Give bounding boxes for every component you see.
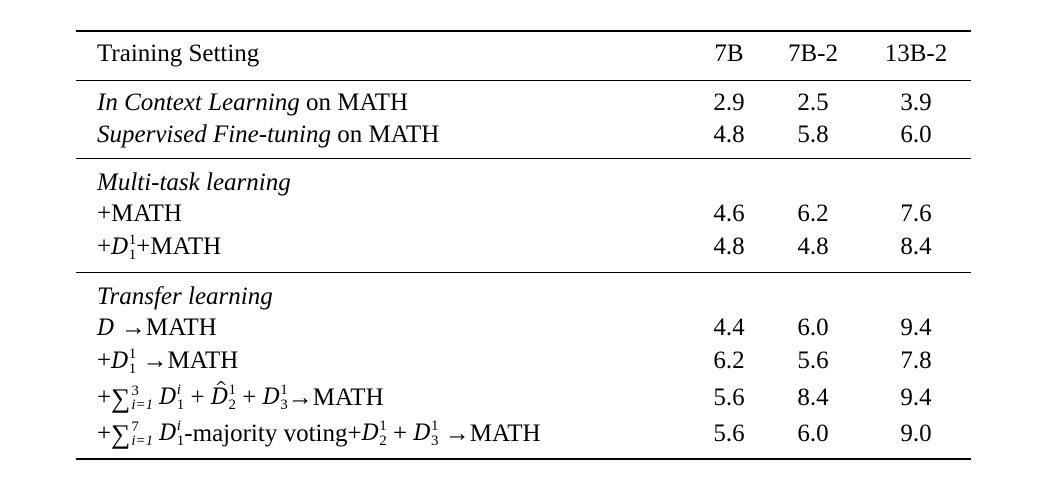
header-training-setting: Training Setting bbox=[97, 40, 260, 67]
row-mtl-d-math-13b-2: 8.4 bbox=[900, 233, 932, 260]
row-tl-sum3-7b: 5.6 bbox=[713, 384, 745, 411]
row-icl-label: In Context Learning on MATH bbox=[97, 89, 409, 116]
row-mtl-math-7b-2: 6.2 bbox=[797, 200, 829, 227]
row-tl-d-math-13b-2: 9.4 bbox=[900, 314, 932, 341]
row-mtl-d-math-7b-2: 4.8 bbox=[797, 233, 829, 260]
sum-symbol: ∑ bbox=[111, 383, 131, 413]
header-7b-2: 7B-2 bbox=[788, 40, 838, 67]
row-mtl-d-math-7b: 4.8 bbox=[713, 233, 745, 260]
row-tl-sum7-13b-2: 9.0 bbox=[900, 420, 932, 447]
row-tl-d-math-label: D →MATH bbox=[97, 314, 217, 341]
row-tl-sum7-7b: 5.6 bbox=[713, 420, 745, 447]
row-tl-sum3-13b-2: 9.4 bbox=[900, 384, 932, 411]
row-tl-d-math-7b: 4.4 bbox=[713, 314, 745, 341]
header-rule bbox=[76, 80, 971, 82]
row-sft-7b-2: 5.8 bbox=[797, 121, 829, 148]
row-mtl-d-math-label: +D 1 1 +MATH bbox=[97, 232, 222, 264]
row-mtl-math-13b-2: 7.6 bbox=[900, 200, 932, 227]
row-icl-13b-2: 3.9 bbox=[900, 89, 932, 116]
sum-symbol: ∑ bbox=[111, 419, 131, 449]
row-tl-d1-math-label: +D 1 1 →MATH bbox=[97, 346, 239, 378]
section-rule-2 bbox=[76, 272, 971, 274]
row-icl-7b-2: 2.5 bbox=[797, 89, 829, 116]
row-sft-7b: 4.8 bbox=[713, 121, 745, 148]
section-multi-task-learning: Multi-task learning bbox=[97, 169, 291, 196]
row-mtl-math-7b: 4.6 bbox=[713, 200, 745, 227]
header-7b: 7B bbox=[714, 40, 744, 67]
row-tl-d1-math-13b-2: 7.8 bbox=[900, 347, 932, 374]
row-mtl-math-label: +MATH bbox=[97, 200, 182, 227]
row-tl-d1-math-7b-2: 5.6 bbox=[797, 347, 829, 374]
bottom-rule bbox=[76, 458, 971, 460]
row-sft-label: Supervised Fine-tuning on MATH bbox=[97, 121, 440, 148]
row-tl-d-math-7b-2: 6.0 bbox=[797, 314, 829, 341]
top-rule bbox=[76, 30, 971, 32]
row-tl-sum3-7b-2: 8.4 bbox=[797, 384, 829, 411]
section-rule-1 bbox=[76, 158, 971, 160]
header-13b-2: 13B-2 bbox=[884, 40, 948, 67]
section-transfer-learning: Transfer learning bbox=[97, 283, 273, 310]
row-icl-7b: 2.9 bbox=[713, 89, 745, 116]
row-tl-sum3-label: + ∑ 3i=1 Di1 + D12 + D13 →MATH bbox=[97, 372, 384, 413]
row-sft-13b-2: 6.0 bbox=[900, 121, 932, 148]
row-tl-sum7-7b-2: 6.0 bbox=[797, 420, 829, 447]
row-tl-d1-math-7b: 6.2 bbox=[713, 347, 745, 374]
